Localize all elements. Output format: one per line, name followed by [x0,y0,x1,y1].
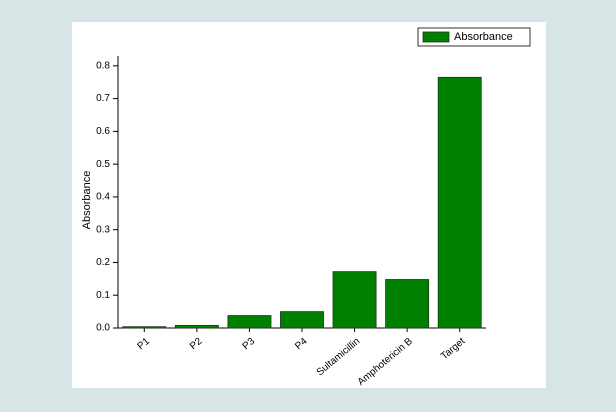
y-tick-label: 0.5 [96,159,110,170]
bar [437,76,482,329]
bar [174,324,219,329]
y-tick-label: 0.1 [96,290,110,301]
bar [332,271,377,329]
bar [385,279,430,329]
y-axis-label: Absorbance [81,171,93,230]
bar [122,326,167,329]
y-tick-label: 0.7 [96,93,110,104]
bar [227,315,272,329]
y-tick-label: 0.2 [96,257,110,268]
legend-swatch [422,31,450,43]
y-tick-label: 0.0 [96,323,110,334]
y-tick-label: 0.3 [96,224,110,235]
legend-label: Absorbance [454,31,513,43]
y-tick-label: 0.8 [96,60,110,71]
y-tick-label: 0.4 [96,192,110,203]
y-tick-label: 0.6 [96,126,110,137]
bar [280,311,324,329]
